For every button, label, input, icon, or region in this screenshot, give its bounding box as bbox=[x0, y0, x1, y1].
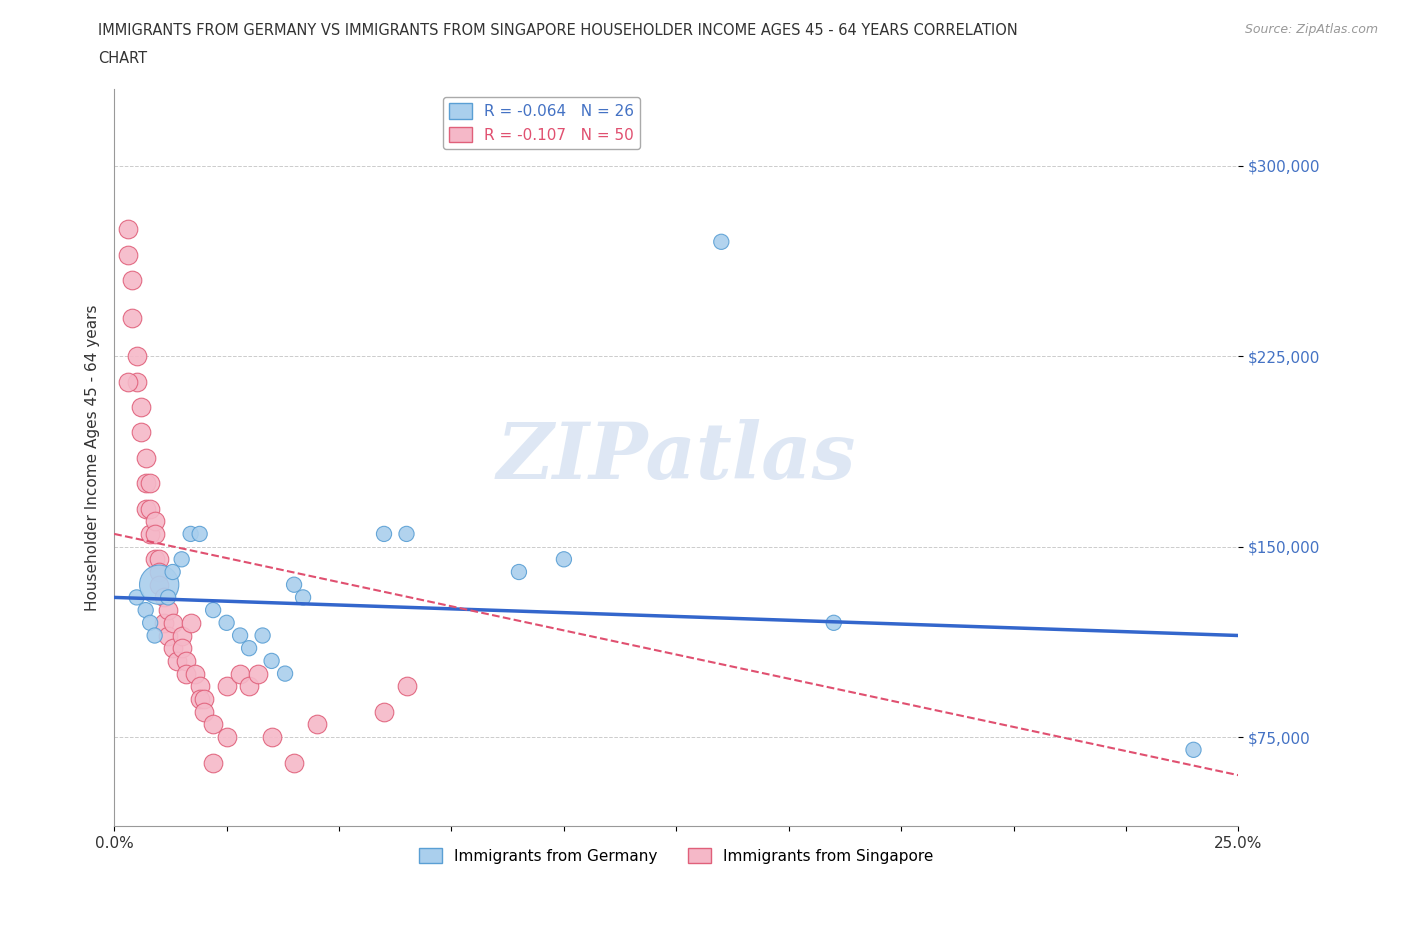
Point bbox=[157, 590, 180, 604]
Text: CHART: CHART bbox=[98, 51, 148, 66]
Point bbox=[129, 425, 152, 440]
Point bbox=[135, 501, 157, 516]
Point bbox=[305, 717, 328, 732]
Point bbox=[238, 641, 260, 656]
Point bbox=[373, 704, 395, 719]
Point bbox=[247, 666, 270, 681]
Point bbox=[260, 730, 283, 745]
Point bbox=[202, 717, 225, 732]
Point bbox=[148, 551, 170, 566]
Point bbox=[121, 272, 143, 287]
Point bbox=[373, 526, 395, 541]
Text: IMMIGRANTS FROM GERMANY VS IMMIGRANTS FROM SINGAPORE HOUSEHOLDER INCOME AGES 45 : IMMIGRANTS FROM GERMANY VS IMMIGRANTS FR… bbox=[98, 23, 1018, 38]
Point bbox=[193, 704, 215, 719]
Point bbox=[143, 513, 166, 528]
Point bbox=[184, 666, 207, 681]
Point bbox=[170, 628, 193, 643]
Point bbox=[193, 692, 215, 707]
Point bbox=[117, 221, 139, 236]
Point bbox=[157, 628, 180, 643]
Point bbox=[215, 730, 238, 745]
Point bbox=[274, 666, 297, 681]
Point bbox=[148, 565, 170, 579]
Point bbox=[129, 400, 152, 415]
Text: Source: ZipAtlas.com: Source: ZipAtlas.com bbox=[1244, 23, 1378, 36]
Point bbox=[180, 616, 202, 631]
Point bbox=[139, 475, 162, 490]
Point bbox=[143, 628, 166, 643]
Point bbox=[152, 590, 174, 604]
Point bbox=[148, 578, 170, 592]
Point bbox=[238, 679, 260, 694]
Point bbox=[553, 551, 575, 566]
Point bbox=[125, 349, 148, 364]
Point bbox=[292, 590, 315, 604]
Point bbox=[188, 692, 211, 707]
Point bbox=[125, 590, 148, 604]
Point bbox=[143, 551, 166, 566]
Point bbox=[229, 628, 252, 643]
Point bbox=[162, 641, 184, 656]
Point bbox=[117, 374, 139, 389]
Text: ZIPatlas: ZIPatlas bbox=[496, 419, 856, 496]
Point bbox=[508, 565, 530, 579]
Point bbox=[170, 551, 193, 566]
Point bbox=[188, 679, 211, 694]
Point bbox=[1182, 742, 1205, 757]
Point bbox=[215, 616, 238, 631]
Point bbox=[395, 526, 418, 541]
Point bbox=[143, 526, 166, 541]
Point bbox=[260, 654, 283, 669]
Point bbox=[139, 616, 162, 631]
Point bbox=[170, 641, 193, 656]
Point bbox=[139, 526, 162, 541]
Point bbox=[202, 603, 225, 618]
Point bbox=[148, 578, 170, 592]
Point bbox=[283, 755, 305, 770]
Point bbox=[229, 666, 252, 681]
Legend: Immigrants from Germany, Immigrants from Singapore: Immigrants from Germany, Immigrants from… bbox=[413, 842, 939, 870]
Point bbox=[121, 311, 143, 325]
Point bbox=[174, 666, 197, 681]
Point bbox=[135, 475, 157, 490]
Point bbox=[710, 234, 733, 249]
Y-axis label: Householder Income Ages 45 - 64 years: Householder Income Ages 45 - 64 years bbox=[86, 304, 100, 611]
Point bbox=[202, 755, 225, 770]
Point bbox=[823, 616, 845, 631]
Point bbox=[135, 603, 157, 618]
Point bbox=[117, 247, 139, 262]
Point bbox=[395, 679, 418, 694]
Point bbox=[135, 450, 157, 465]
Point bbox=[174, 654, 197, 669]
Point bbox=[162, 565, 184, 579]
Point bbox=[152, 616, 174, 631]
Point bbox=[157, 603, 180, 618]
Point bbox=[215, 679, 238, 694]
Point bbox=[180, 526, 202, 541]
Point bbox=[125, 374, 148, 389]
Point bbox=[283, 578, 305, 592]
Point bbox=[188, 526, 211, 541]
Point bbox=[162, 616, 184, 631]
Point bbox=[166, 654, 188, 669]
Point bbox=[139, 501, 162, 516]
Point bbox=[252, 628, 274, 643]
